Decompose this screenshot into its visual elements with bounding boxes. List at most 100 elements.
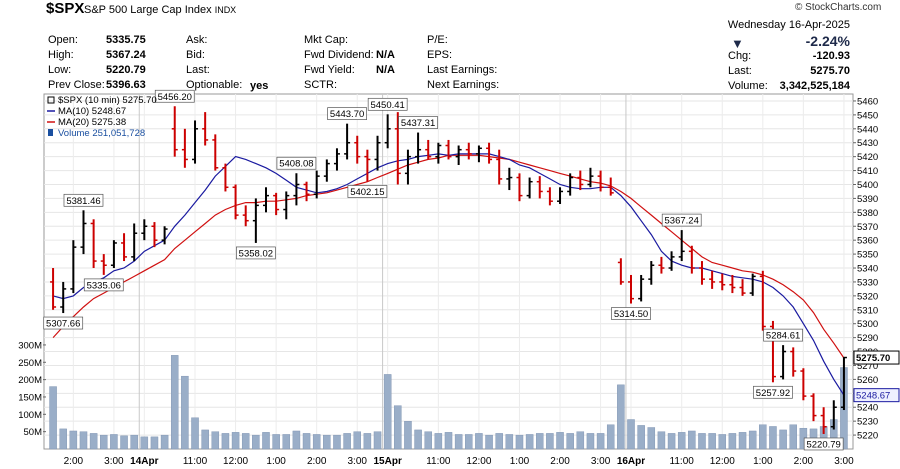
field-label: Next Earnings: xyxy=(427,79,500,91)
field-label: SCTR: xyxy=(304,79,337,91)
price-annotation: 5314.50 xyxy=(614,309,648,320)
volume-bar xyxy=(738,432,747,450)
volume-bar xyxy=(79,431,88,450)
time-tick-label: 1:00 xyxy=(753,456,773,467)
volume-bar xyxy=(343,433,351,450)
volume-bar xyxy=(170,355,179,450)
volume-bar xyxy=(333,434,341,450)
volume-tick-label: 100M xyxy=(18,410,42,421)
volume-bar xyxy=(444,432,453,450)
volume-bar xyxy=(201,429,209,450)
price-annotation-box xyxy=(753,385,793,399)
volume-bar xyxy=(789,424,797,450)
field-label: Bid: xyxy=(186,49,205,61)
price-annotation: 5257.92 xyxy=(756,388,790,399)
price-annotation-box xyxy=(763,328,803,342)
price-annotation-box xyxy=(63,193,104,207)
volume-bar xyxy=(596,433,605,450)
field-label: Fwd Dividend: xyxy=(304,49,374,61)
volume-bar xyxy=(49,386,57,450)
price-annotation: 5358.02 xyxy=(239,248,273,259)
price-annotation-box xyxy=(236,246,276,260)
price-tick-label: 5320 xyxy=(857,291,878,302)
legend-entry: Volume 251,051,728 xyxy=(58,128,145,139)
field-label: EPS: xyxy=(427,49,453,61)
volume-bar xyxy=(150,436,159,450)
volume-bar xyxy=(606,424,615,450)
field-label: Fwd Yield: xyxy=(304,64,355,76)
price-tick-label: 5420 xyxy=(857,152,878,163)
volume-bar xyxy=(637,425,645,450)
legend-swatch xyxy=(48,129,53,136)
symbol: $SPX xyxy=(46,0,85,17)
price-annotation: 5381.46 xyxy=(66,196,100,207)
price-annotation-box xyxy=(43,316,84,330)
time-tick-label: 3:00 xyxy=(834,456,854,467)
volume-bar xyxy=(495,433,503,450)
time-tick-label: 2:00 xyxy=(64,456,84,467)
volume-bar xyxy=(576,431,585,450)
field-value: 5275.70 xyxy=(810,65,850,77)
volume-bar xyxy=(383,374,392,450)
volume-bar xyxy=(424,431,432,450)
time-tick-label: 11:00 xyxy=(670,456,695,467)
field-value: 3,342,525,184 xyxy=(779,80,850,92)
price-annotation: 5402.15 xyxy=(350,187,384,198)
field-label: Last: xyxy=(186,64,210,76)
price-annotation-box xyxy=(327,107,367,121)
volume-bar xyxy=(282,434,291,450)
price-tick-label: 5380 xyxy=(857,208,878,219)
price-tick-label: 5330 xyxy=(857,277,878,288)
price-tick-label: 5440 xyxy=(857,124,878,135)
price-annotation-box xyxy=(398,116,438,129)
field-value: 5220.79 xyxy=(106,64,146,76)
volume-bar xyxy=(221,433,230,450)
price-tick-label: 5350 xyxy=(857,250,878,261)
field-label: Prev Close: xyxy=(48,79,105,91)
price-annotation-box xyxy=(347,185,388,198)
volume-bar xyxy=(140,436,149,450)
price-tick-label: 5220 xyxy=(857,431,878,442)
volume-bar xyxy=(241,433,250,450)
field-label: P/E: xyxy=(427,34,448,46)
volume-bar xyxy=(110,434,118,450)
time-tick-label: 15Apr xyxy=(373,456,401,467)
field-label: Last: xyxy=(728,65,752,77)
price-annotation: 5220.79 xyxy=(806,439,840,450)
volume-bar xyxy=(728,433,737,450)
legend-entry: MA(20) 5275.38 xyxy=(58,117,126,128)
price-tick-label: 5450 xyxy=(857,110,878,121)
volume-bar xyxy=(434,433,443,450)
volume-bar xyxy=(546,433,554,450)
field-label: High: xyxy=(48,49,74,61)
volume-bar xyxy=(485,434,493,450)
time-tick-label: 3:00 xyxy=(591,456,611,467)
volume-bar xyxy=(536,433,544,450)
price-tick-label: 5260 xyxy=(857,375,878,386)
price-annotation-box xyxy=(661,213,702,227)
price-tick-label: 5270 xyxy=(857,361,878,372)
volume-tick-label: 200M xyxy=(18,375,42,386)
volume-bar xyxy=(586,433,595,450)
volume-bar xyxy=(525,434,534,450)
field-label: Low: xyxy=(48,64,72,76)
price-tick-label: 5290 xyxy=(857,333,878,344)
legend-swatch xyxy=(47,96,55,104)
volume-bar xyxy=(515,434,524,450)
volume-bar xyxy=(89,433,98,450)
last-price-label: 5275.70 xyxy=(856,353,890,364)
field-label: Ask: xyxy=(186,34,208,46)
field-label: Last Earnings: xyxy=(427,64,498,76)
field-value: N/A xyxy=(376,49,395,61)
field-label: Volume: xyxy=(728,80,768,92)
volume-tick-label: 300M xyxy=(18,340,42,351)
price-annotation-box xyxy=(367,97,408,111)
volume-bar xyxy=(373,431,382,450)
field-value: 5335.75 xyxy=(106,34,146,46)
volume-bar xyxy=(667,433,676,450)
volume-bar xyxy=(556,432,564,450)
field-value: 5396.63 xyxy=(106,79,146,91)
volume-bar xyxy=(353,431,361,450)
price-annotation: 5367.24 xyxy=(665,216,699,227)
